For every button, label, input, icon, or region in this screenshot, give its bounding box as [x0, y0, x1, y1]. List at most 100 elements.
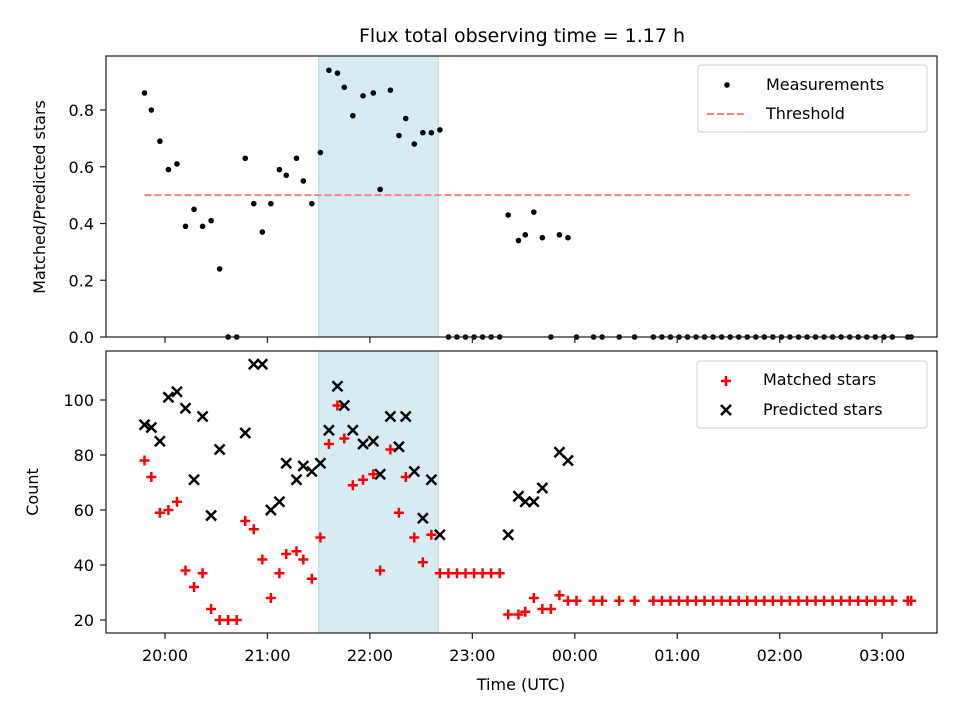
matched-star-point [409, 532, 420, 543]
matched-star-point [614, 595, 625, 606]
matched-star-point [358, 474, 369, 485]
predicted-star-point [502, 528, 515, 541]
bottom-y-ticks: 20 40 60 80 100 [63, 391, 106, 630]
matched-star-point [887, 595, 898, 606]
chart-title: Flux total observing time = 1.17 h [359, 25, 685, 47]
measurement-point [505, 212, 512, 218]
predicted-star-point [331, 380, 344, 393]
measurement-point [370, 90, 377, 96]
top-legend-box [697, 64, 928, 133]
predicted-star-point [145, 421, 158, 434]
measurement-point [317, 149, 324, 156]
matched-star-point [417, 557, 428, 568]
predicted-star-point [280, 457, 293, 470]
y-tick-label: 0.4 [69, 215, 94, 234]
measurement-point [157, 138, 163, 145]
matched-star-point [665, 595, 676, 606]
matched-star-point [878, 595, 889, 606]
predicted-star-point [239, 427, 252, 439]
bottom-axes-frame [105, 350, 938, 634]
predicted-legend-marker [720, 404, 732, 416]
legend-measurements: Measurements [766, 75, 884, 94]
measurement-point [515, 237, 522, 244]
measurement-point [268, 200, 274, 207]
predicted-star-point [434, 528, 446, 541]
matched-star-point [332, 400, 343, 411]
measurement-point [283, 172, 290, 179]
matched-star-point [554, 590, 565, 601]
top-highlight-span [318, 55, 439, 338]
bottom-y-axis-label: Count [23, 468, 42, 516]
predicted-star-point [213, 443, 226, 456]
matched-star-point [298, 554, 309, 565]
top-axes-frame [105, 55, 938, 338]
x-tick-label: 03:00 [859, 646, 905, 665]
measurement-point [191, 206, 197, 213]
matched-star-point [248, 524, 259, 535]
matched-star-point [265, 593, 276, 603]
measurement-point [141, 90, 148, 96]
matched-star-point [906, 595, 917, 606]
matched-star-point [784, 595, 795, 606]
matched-star-point [306, 573, 317, 584]
predicted-star-point [179, 402, 192, 415]
measurement-point [250, 200, 257, 207]
matched-star-point [853, 595, 864, 606]
matched-star-point [163, 505, 174, 515]
matched-star-point [571, 595, 582, 606]
legend-predicted-stars: Predicted stars [763, 400, 883, 419]
matched-star-point [368, 469, 379, 480]
matched-star-point [733, 595, 744, 606]
measurement-point [437, 127, 443, 133]
matched-star-point [520, 606, 531, 617]
matched-star-point [400, 472, 411, 482]
y-tick-label: 80 [74, 446, 94, 465]
matched-star-point [691, 595, 702, 606]
y-tick-label: 60 [74, 501, 94, 520]
matched-star-point [171, 496, 182, 507]
measurement-point [360, 93, 366, 99]
predicted-star-point [519, 495, 532, 508]
matched-star-point [451, 568, 462, 579]
matched-star-point [231, 615, 242, 625]
predicted-star-point [171, 385, 183, 398]
legend-matched-stars: Matched stars [763, 370, 876, 389]
measurement-point [309, 200, 315, 207]
measurement-point [411, 141, 418, 147]
y-tick-label: 0.0 [69, 328, 94, 347]
measurement-point [300, 178, 307, 184]
matched-star-point [139, 455, 150, 466]
measurement-point [242, 155, 249, 162]
matched-star-point [708, 595, 719, 606]
predicted-star-point [399, 410, 412, 423]
predicted-star-point [247, 358, 260, 371]
measurement-point [402, 115, 409, 122]
measurement-point [182, 223, 189, 230]
measurement-point [350, 112, 356, 119]
matched-star-point [725, 595, 736, 606]
matched-star-point [477, 568, 488, 579]
matched-star-point [323, 439, 334, 449]
matched-star-point [347, 480, 358, 491]
predicted-star-point [527, 495, 540, 508]
y-tick-label: 0.2 [69, 271, 94, 290]
predicted-star-point [305, 465, 318, 478]
matched-star-point [767, 595, 778, 606]
matched-star-point [588, 595, 599, 606]
measurement-point [334, 70, 341, 76]
predicted-star-point [374, 468, 387, 481]
matched-star-point [257, 554, 268, 565]
matched-star-point [861, 595, 872, 606]
matched-star-point [836, 595, 847, 606]
matched-star-point [827, 595, 838, 606]
x-tick-label: 00:00 [552, 646, 598, 665]
top-x-ticks [164, 337, 883, 343]
predicted-star-point [562, 454, 574, 467]
predicted-star-point [314, 457, 327, 470]
measurement-point [216, 266, 223, 272]
matched-star-point [434, 568, 445, 579]
predicted-star-point [416, 512, 429, 525]
bottom-legend: Matched stars Predicted stars [696, 360, 928, 429]
matched-star-point [597, 595, 608, 606]
